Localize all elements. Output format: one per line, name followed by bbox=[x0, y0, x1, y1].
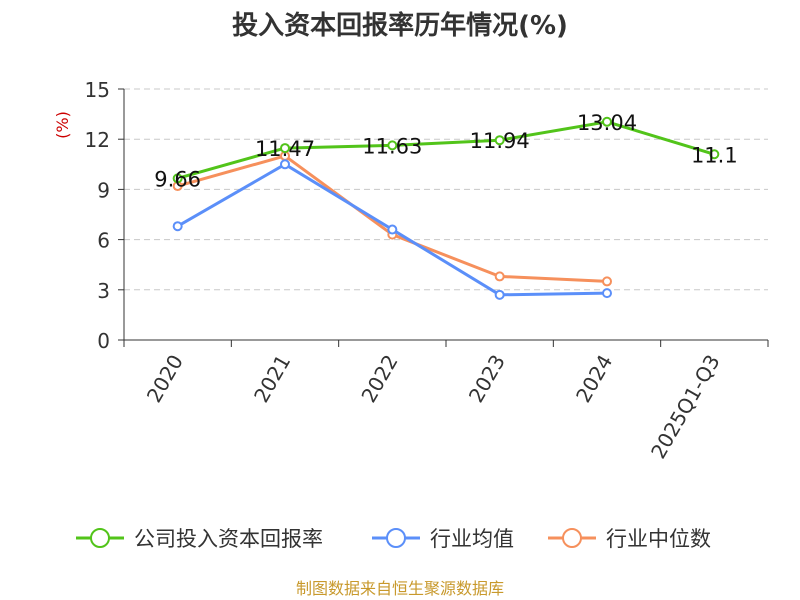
x-tick-label: 2020 bbox=[142, 351, 188, 407]
legend-marker-0 bbox=[90, 528, 110, 548]
axes: 0 3 6 9 12 15 2020 2021 2022 2023 2024 2025Q1-Q3 bbox=[85, 78, 769, 463]
legend-label-1: 行业均值 bbox=[430, 527, 514, 551]
y-tick-label: 3 bbox=[97, 279, 110, 303]
series-lines bbox=[172, 116, 720, 300]
x-tick-label: 2024 bbox=[571, 351, 617, 407]
data-point-series-2 bbox=[494, 271, 505, 282]
data-point-series-2 bbox=[602, 276, 612, 287]
data-point-series-1 bbox=[494, 289, 505, 300]
legend-label-2: 行业中位数 bbox=[606, 527, 711, 551]
data-labels: 9.66 11.47 11.63 11.94 13.04 11.1 bbox=[154, 111, 737, 192]
legend-marker-2 bbox=[562, 528, 582, 548]
chart-title: 投入资本回报率历年情况(%) bbox=[232, 10, 568, 41]
series-line-2 bbox=[176, 154, 609, 283]
data-label: 11.1 bbox=[691, 143, 738, 167]
data-label: 11.47 bbox=[255, 137, 315, 161]
data-point-series-1 bbox=[387, 224, 398, 235]
y-tick-label: 12 bbox=[85, 128, 110, 152]
data-point-series-0 bbox=[494, 135, 505, 146]
series-line-0 bbox=[176, 120, 716, 180]
data-point-series-0 bbox=[280, 143, 290, 154]
source-note: 制图数据来自恒生聚源数据库 bbox=[296, 579, 504, 598]
y-axis-unit-label: (%) bbox=[53, 111, 72, 139]
x-tick-label: 2022 bbox=[356, 351, 402, 407]
data-label: 9.66 bbox=[154, 167, 201, 191]
data-point-series-0 bbox=[602, 116, 612, 127]
data-point-series-0 bbox=[709, 149, 720, 160]
x-tick-label: 2021 bbox=[249, 351, 295, 407]
data-label: 11.94 bbox=[470, 129, 530, 153]
data-point-series-1 bbox=[602, 288, 612, 299]
legend-label-0: 公司投入资本回报率 bbox=[134, 527, 323, 551]
data-point-series-0 bbox=[387, 140, 398, 151]
y-tick-label: 15 bbox=[85, 78, 110, 102]
grid-lines bbox=[124, 88, 768, 291]
legend: 公司投入资本回报率 行业均值 行业中位数 bbox=[76, 527, 711, 551]
x-tick-label: 2023 bbox=[464, 350, 510, 406]
data-point-series-1 bbox=[172, 221, 183, 232]
x-tick-label: 2025Q1-Q3 bbox=[646, 351, 725, 463]
legend-marker-1 bbox=[386, 528, 406, 548]
y-tick-label: 9 bbox=[97, 178, 110, 202]
data-point-series-1 bbox=[280, 159, 290, 170]
y-tick-label: 0 bbox=[97, 329, 110, 353]
y-tick-label: 6 bbox=[97, 229, 110, 253]
data-label: 11.63 bbox=[362, 134, 422, 158]
data-point-series-0 bbox=[172, 173, 183, 184]
data-label: 13.04 bbox=[577, 111, 637, 135]
